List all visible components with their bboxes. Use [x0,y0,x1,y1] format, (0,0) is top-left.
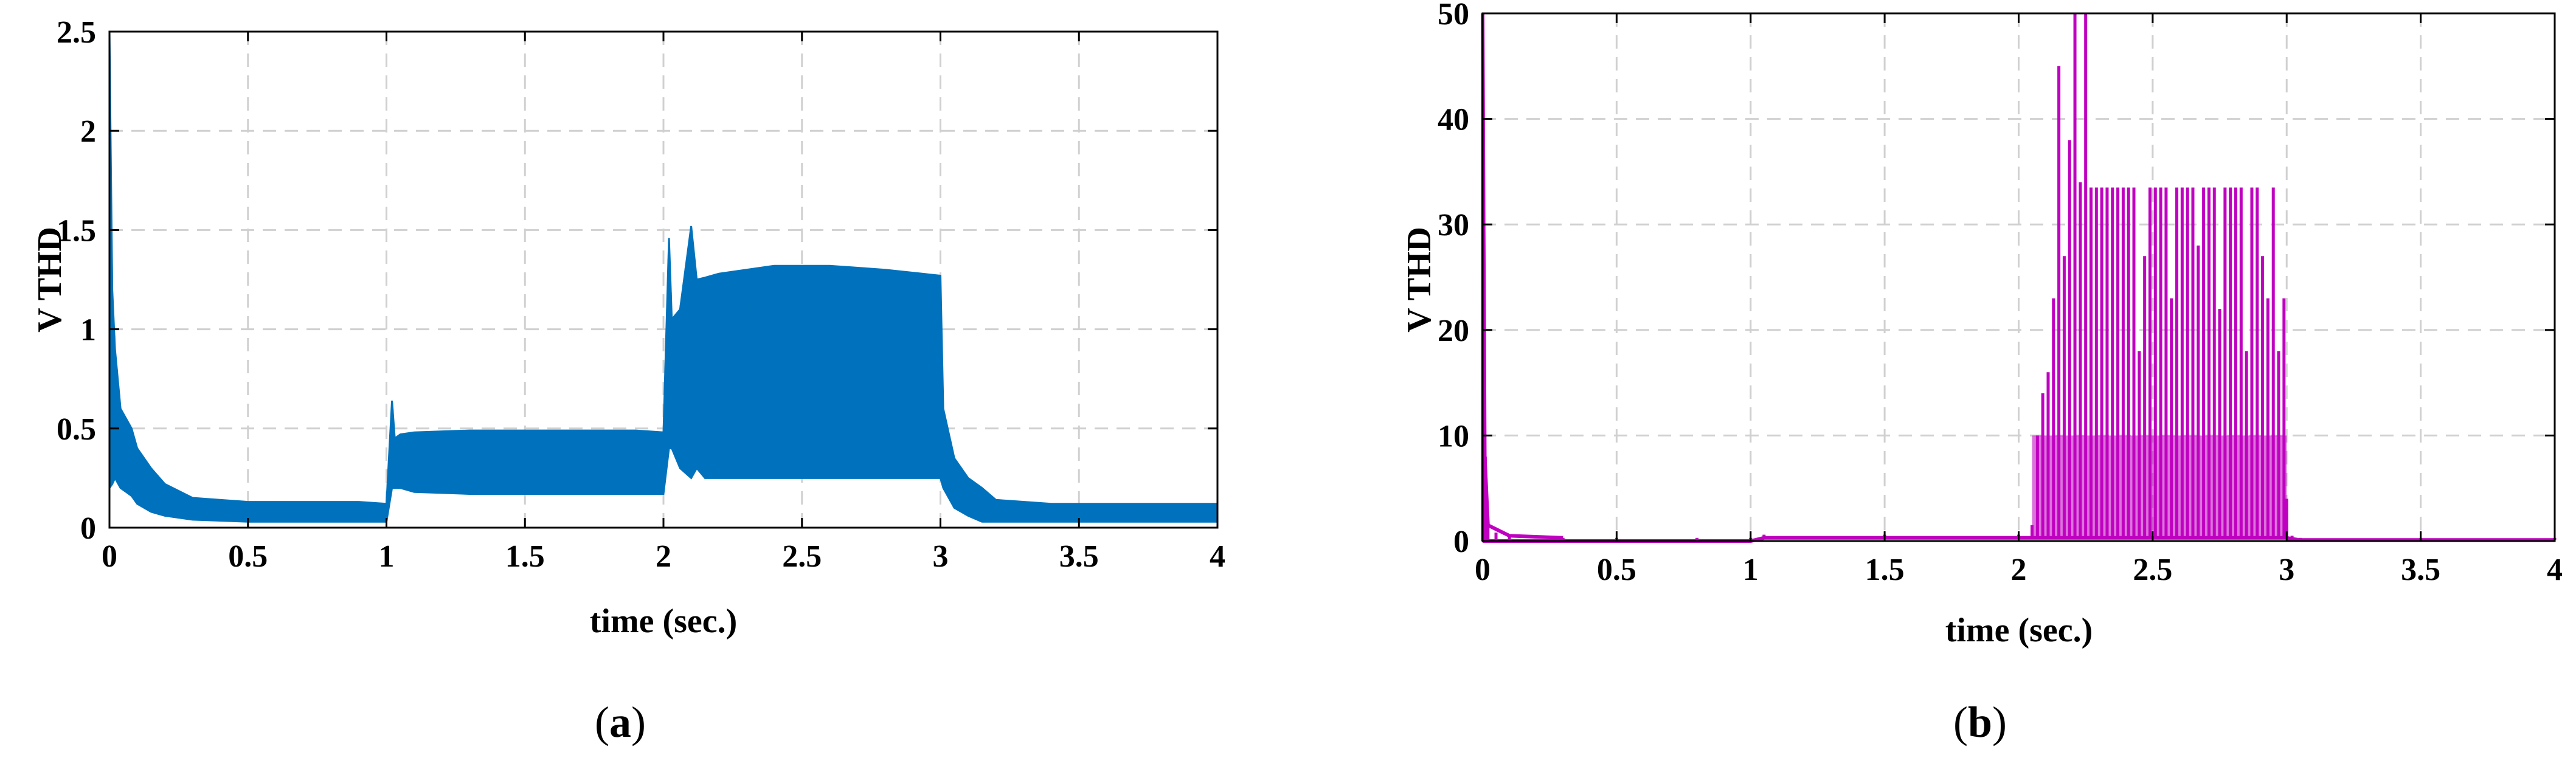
chart-b-dense-band [2032,435,2287,538]
chart-a-y-tick-label: 0.5 [57,412,96,447]
chart-b-series-baseline [1483,536,2555,543]
chart-b-initial-transient [1481,13,1563,540]
chart-a-x-axis-label: time (sec.) [590,602,738,640]
chart-a-y-tick-label: 1.5 [57,213,96,248]
chart-a-caption-letter: a [609,698,631,747]
chart-a-x-tick-label: 0 [102,539,117,574]
chart-b-x-tick-label: 3 [2279,553,2294,587]
chart-a-x-tick-label: 2.5 [782,539,822,574]
chart-b-x-tick-label: 2.5 [2133,553,2172,587]
chart-b-caption: (b) [1953,698,2007,747]
chart-a-y-tick-label: 2.5 [57,15,96,50]
chart-b-x-tick-label: 1 [1743,553,1759,587]
chart-a-x-tick-label: 3.5 [1059,539,1099,574]
chart-a-y-axis-label: V THD [31,227,69,333]
chart-a-x-tick-label: 1.5 [505,539,545,574]
chart-b-grid [1483,13,2555,541]
chart-a-grid [109,32,1217,528]
chart-a-x-tick-label: 3 [933,539,949,574]
chart-b-y-tick-label: 20 [1438,314,1469,348]
chart-b-y-tick-label: 40 [1438,103,1469,137]
chart-b-x-axis-label: time (sec.) [1945,612,2093,649]
chart-a-y-tick-label: 0 [80,511,96,546]
chart-b-x-tick-label: 3.5 [2401,553,2440,587]
chart-b-y-tick-label: 50 [1438,0,1469,32]
chart-b-series [1481,13,2557,543]
chart-a-ticks: 0 0.5 1 1.5 2 2.5 3 3.5 4 0 0.5 1 1.5 2 2.5 [57,15,1225,574]
chart-b-plot-area [1481,13,2557,543]
chart-a-caption: (a) [595,698,646,747]
chart-b-x-tick-label: 1.5 [1865,553,1905,587]
chart-b-y-tick-label: 0 [1453,525,1469,559]
chart-b-x-tick-label: 2 [2011,553,2027,587]
chart-a-y-tick-label: 2 [80,114,96,149]
chart-a-x-tick-label: 2 [656,539,671,574]
chart-b-y-axis-label: V THD [1401,227,1438,333]
chart-b-x-tick-label: 4 [2547,553,2563,587]
chart-b-caption-letter: b [1968,698,1992,747]
chart-a-series-line [108,31,1219,522]
chart-a-x-tick-label: 0.5 [228,539,268,574]
chart-a-y-tick-label: 1 [80,313,96,348]
chart-b-y-tick-label: 30 [1438,208,1469,243]
chart-a: 0 0.5 1 1.5 2 2.5 3 3.5 4 0 0.5 1 1.5 2 2.5 time (sec.… [31,15,1225,747]
chart-a-x-tick-label: 1 [379,539,395,574]
chart-a-x-tick-label: 4 [1210,539,1225,574]
chart-b-y-tick-label: 10 [1438,419,1469,453]
chart-b-x-tick-label: 0 [1475,553,1491,587]
chart-b-x-tick-label: 0.5 [1597,553,1636,587]
